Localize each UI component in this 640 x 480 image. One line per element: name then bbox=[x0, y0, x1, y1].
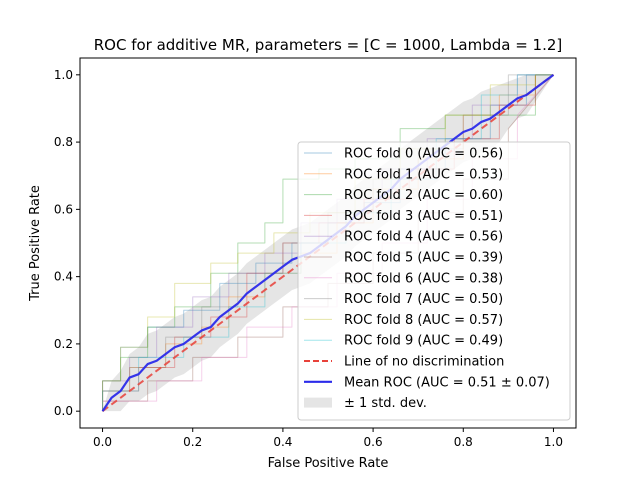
x-tick-label: 0.4 bbox=[273, 435, 292, 449]
roc-fold-7-line bbox=[102, 74, 554, 412]
x-tick-label: 0.2 bbox=[183, 435, 202, 449]
legend-label: Line of no discrimination bbox=[344, 355, 504, 370]
x-tick-label: 0.6 bbox=[364, 435, 383, 449]
y-tick-label: 0.2 bbox=[54, 337, 73, 351]
legend-box bbox=[297, 141, 571, 421]
y-tick-label: 0.4 bbox=[54, 270, 73, 284]
x-tick-label: 1.0 bbox=[544, 435, 563, 449]
legend-label: ± 1 std. dev. bbox=[344, 396, 427, 411]
roc-fold-8-line bbox=[102, 74, 554, 412]
x-tick-label: 0.8 bbox=[454, 435, 473, 449]
legend-label: ROC fold 3 (AUC = 0.51) bbox=[344, 209, 503, 224]
legend-label: ROC fold 2 (AUC = 0.60) bbox=[344, 188, 503, 203]
legend-label: ROC fold 9 (AUC = 0.49) bbox=[344, 334, 503, 349]
legend-label: ROC fold 0 (AUC = 0.56) bbox=[344, 147, 503, 162]
chart-title: ROC for additive MR, parameters = [C = 1… bbox=[94, 36, 563, 54]
plot-area-frame bbox=[79, 57, 577, 429]
roc-fold-2-line bbox=[102, 74, 554, 412]
y-axis-ticks: 0.0 0.2 0.4 0.6 0.8 1.0 bbox=[54, 68, 80, 418]
legend-label: ROC fold 1 (AUC = 0.53) bbox=[344, 167, 503, 182]
y-tick-label: 0.6 bbox=[54, 202, 73, 216]
legend-label: Mean ROC (AUC = 0.51 ± 0.07) bbox=[344, 375, 550, 390]
x-axis-label: False Positive Rate bbox=[268, 456, 389, 471]
x-axis-ticks: 0.0 0.2 0.4 0.6 0.8 1.0 bbox=[93, 428, 563, 449]
roc-fold-0-line bbox=[102, 74, 554, 412]
legend-label: ROC fold 4 (AUC = 0.56) bbox=[344, 230, 503, 245]
legend: ROC fold 0 (AUC = 0.56) ROC fold 1 (AUC =… bbox=[297, 141, 571, 421]
legend-label: ROC fold 7 (AUC = 0.50) bbox=[344, 292, 503, 307]
legend-label: ROC fold 6 (AUC = 0.38) bbox=[344, 271, 503, 286]
legend-label: ROC fold 8 (AUC = 0.57) bbox=[344, 313, 503, 328]
y-tick-label: 0.0 bbox=[54, 404, 73, 418]
y-tick-label: 0.8 bbox=[54, 135, 73, 149]
y-tick-label: 1.0 bbox=[54, 68, 73, 82]
y-axis-label: True Positive Rate bbox=[28, 185, 43, 302]
legend-label: ROC fold 5 (AUC = 0.39) bbox=[344, 251, 503, 266]
x-tick-label: 0.0 bbox=[93, 435, 112, 449]
legend-handle-band bbox=[304, 397, 332, 408]
